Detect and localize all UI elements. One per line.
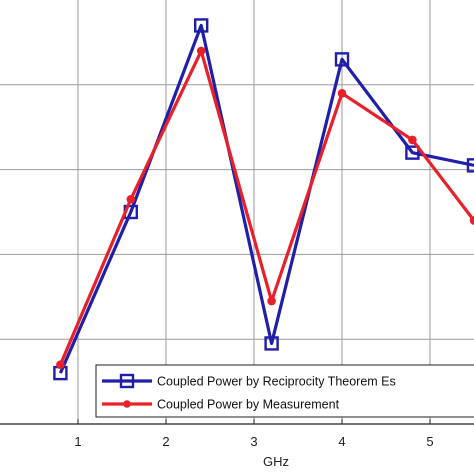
legend-label: Coupled Power by Reciprocity Theorem Es bbox=[157, 375, 396, 389]
grid-lines bbox=[0, 0, 474, 424]
data-point-square bbox=[405, 145, 420, 160]
data-point-dot bbox=[126, 194, 136, 204]
series-2 bbox=[56, 46, 474, 369]
x-axis-title: GHz bbox=[263, 454, 289, 469]
x-tick-labels: 1 2 3 4 5 bbox=[74, 434, 433, 449]
series-layer bbox=[53, 18, 474, 381]
data-point-dot bbox=[267, 296, 276, 306]
data-point-dot bbox=[337, 88, 347, 98]
data-point-square bbox=[334, 52, 350, 67]
data-point-dot bbox=[408, 135, 417, 145]
data-point-square bbox=[466, 158, 474, 173]
axes bbox=[0, 419, 474, 425]
data-point-dot bbox=[56, 360, 65, 369]
legend-label: Coupled Power by Measurement bbox=[157, 398, 340, 412]
plot-area bbox=[0, 0, 474, 424]
data-point-dot bbox=[196, 46, 206, 56]
x-tick-label: 3 bbox=[250, 434, 257, 449]
data-point-dot bbox=[469, 216, 474, 225]
legend-marker-square bbox=[119, 373, 135, 389]
legend-marker-dot bbox=[123, 400, 131, 408]
legend: Coupled Power by Reciprocity Theorem Es C… bbox=[95, 364, 474, 418]
data-point-square bbox=[264, 336, 279, 351]
series-line bbox=[58, 23, 474, 374]
x-tick-label: 5 bbox=[426, 434, 433, 449]
x-tick-label: 4 bbox=[338, 434, 345, 449]
data-point-square bbox=[193, 18, 209, 33]
x-tick-label: 2 bbox=[162, 434, 169, 449]
x-tick-label: 1 bbox=[74, 434, 81, 449]
legend-box bbox=[95, 364, 474, 418]
